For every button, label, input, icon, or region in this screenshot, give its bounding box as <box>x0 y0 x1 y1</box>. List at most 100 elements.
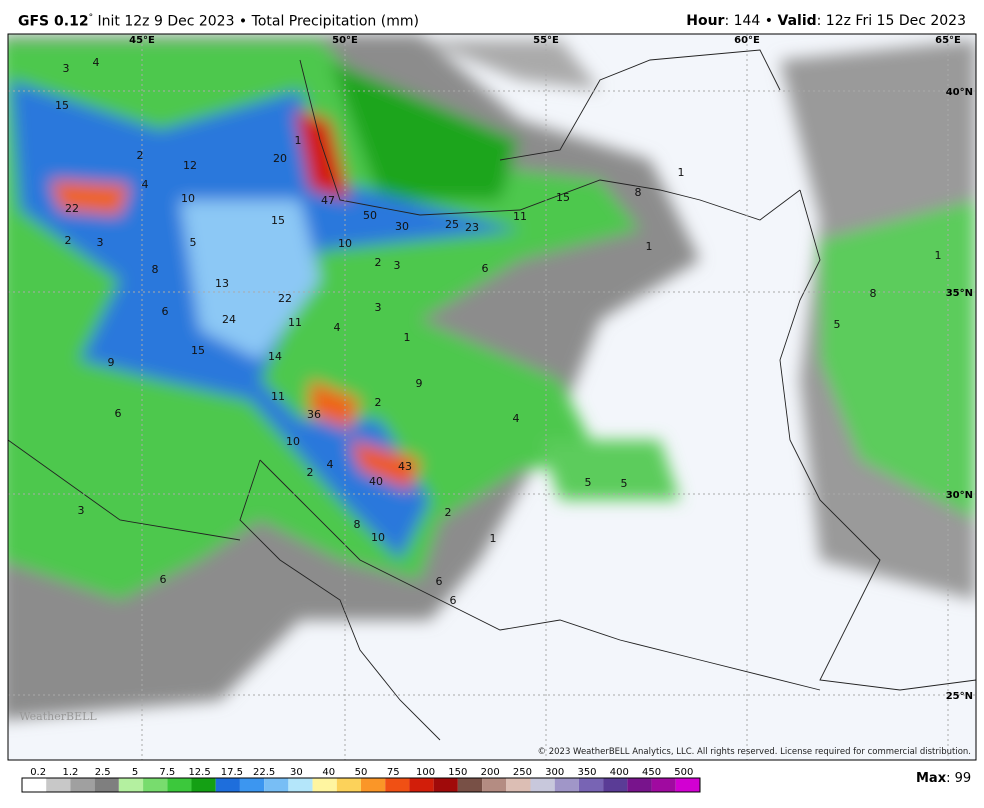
value-label: 3 <box>78 504 85 517</box>
value-label: 6 <box>160 573 167 586</box>
value-label: 1 <box>404 331 411 344</box>
colorbar-swatch <box>578 778 604 792</box>
lon-label: 55°E <box>533 35 559 46</box>
value-label: 2 <box>65 234 72 247</box>
value-label: 5 <box>585 476 592 489</box>
colorbar-label: 12.5 <box>188 767 210 778</box>
lon-label: 65°E <box>935 35 961 46</box>
colorbar-label: 7.5 <box>159 767 175 778</box>
colorbar-swatch <box>118 778 144 792</box>
colorbar-swatch <box>143 778 168 792</box>
lon-label: 60°E <box>734 35 760 46</box>
colorbar-swatch <box>385 778 410 792</box>
max-value: : 99 <box>946 771 972 786</box>
lon-label: 45°E <box>129 35 155 46</box>
value-label: 6 <box>450 594 457 607</box>
colorbar-label: 350 <box>577 767 596 778</box>
value-label: 36 <box>307 408 321 421</box>
value-label: 4 <box>334 321 341 334</box>
colorbar-swatch <box>433 778 458 792</box>
value-label: 22 <box>65 202 79 215</box>
value-label: 1 <box>935 249 942 262</box>
colorbar-label: 250 <box>513 767 532 778</box>
colorbar-label: 50 <box>355 767 368 778</box>
valid-label: Valid <box>777 13 817 29</box>
borders <box>7 49 977 741</box>
lat-label: 30°N <box>946 490 973 501</box>
value-label: 10 <box>181 192 195 205</box>
max-label: Max <box>916 771 947 786</box>
value-label: 11 <box>513 210 527 223</box>
value-label: 4 <box>142 178 149 191</box>
colorbar-label: 75 <box>387 767 400 778</box>
colorbar-label: 22.5 <box>253 767 275 778</box>
value-label: 50 <box>363 209 377 222</box>
colorbar-label: 2.5 <box>95 767 111 778</box>
value-label: 8 <box>354 518 361 531</box>
colorbar-label: 1.2 <box>62 767 78 778</box>
value-label: 24 <box>222 313 236 326</box>
graticule <box>8 34 976 760</box>
value-label: 6 <box>162 305 169 318</box>
colorbar-frame <box>21 777 701 793</box>
colorbar-swatch <box>70 778 95 792</box>
value-label: 20 <box>273 152 287 165</box>
colorbar-swatch <box>94 778 119 792</box>
value-label: 15 <box>191 344 205 357</box>
value-label: 5 <box>190 236 197 249</box>
colorbar-swatch <box>191 778 216 792</box>
value-label: 3 <box>63 62 70 75</box>
value-label: 15 <box>55 99 69 112</box>
value-label: 1 <box>646 240 653 253</box>
value-label: 30 <box>395 220 409 233</box>
header: GFS 0.12° Init 12z 9 Dec 2023 • Total Pr… <box>0 0 984 34</box>
lat-label: 35°N <box>946 288 973 299</box>
description: Init 12z 9 Dec 2023 • Total Precipitatio… <box>93 13 419 30</box>
colorbar-swatch <box>409 778 434 792</box>
value-label: 14 <box>268 350 282 363</box>
value-label: 43 <box>398 460 412 473</box>
value-label: 3 <box>394 259 401 272</box>
value-label: 2 <box>137 149 144 162</box>
value-label: 15 <box>271 214 285 227</box>
colorbar-label: 400 <box>610 767 629 778</box>
colorbar-swatch <box>239 778 265 792</box>
colorbar-swatch <box>603 778 628 792</box>
colorbar-swatch <box>312 778 337 792</box>
lat-label: 25°N <box>946 691 973 702</box>
colorbar-label: 30 <box>290 767 303 778</box>
value-label: 5 <box>621 477 628 490</box>
value-label: 3 <box>375 301 382 314</box>
value-label: 1 <box>678 166 685 179</box>
colorbar-swatch <box>627 778 652 792</box>
valid: : 12z Fri 15 Dec 2023 <box>816 13 966 29</box>
value-label: 10 <box>338 237 352 250</box>
map-frame <box>7 33 977 761</box>
value-label: 15 <box>556 191 570 204</box>
watermark: WeatherBELL <box>19 710 97 723</box>
colorbar-label: 500 <box>674 767 693 778</box>
precip-field <box>8 34 976 720</box>
value-label: 9 <box>416 377 423 390</box>
colorbar-label: 150 <box>448 767 467 778</box>
value-label: 8 <box>870 287 877 300</box>
colorbar-swatch <box>215 778 240 792</box>
value-label: 1 <box>295 134 302 147</box>
colorbar-swatch <box>361 778 386 792</box>
value-label: 4 <box>513 412 520 425</box>
hour-label: Hour <box>686 13 725 29</box>
value-label: 4 <box>327 458 334 471</box>
colorbar-label: 5 <box>132 767 138 778</box>
value-label: 6 <box>482 262 489 275</box>
value-label: 4 <box>93 56 100 69</box>
colorbar-swatch <box>22 778 47 792</box>
value-label: 10 <box>371 531 385 544</box>
colorbar-label: 40 <box>322 767 335 778</box>
hour: : 144 • <box>724 13 778 29</box>
colorbar-swatch <box>457 778 483 792</box>
value-label: 5 <box>834 318 841 331</box>
value-label: 47 <box>321 194 335 207</box>
colorbar-swatch <box>675 778 700 792</box>
value-label: 8 <box>152 263 159 276</box>
